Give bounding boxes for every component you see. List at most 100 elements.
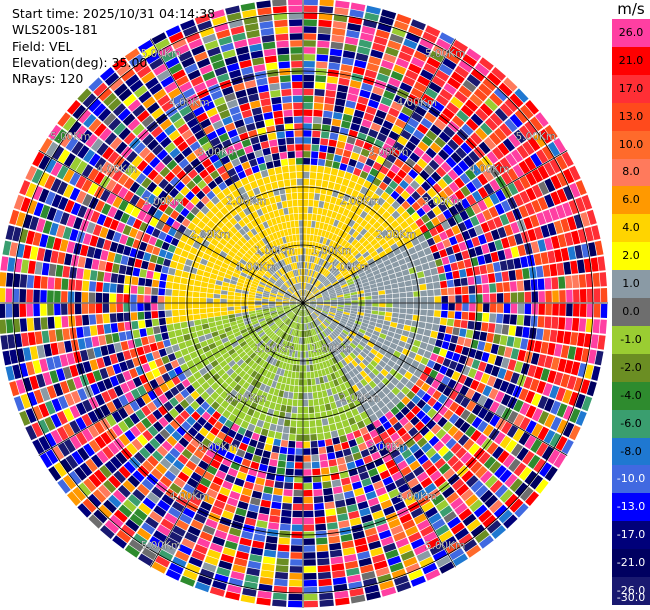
velocity-gate: [342, 448, 352, 457]
velocity-gate: [234, 292, 242, 297]
velocity-gate: [316, 544, 329, 552]
velocity-gate: [122, 480, 136, 493]
velocity-gate: [393, 248, 402, 256]
velocity-gate: [515, 326, 523, 337]
velocity-gate: [311, 278, 316, 285]
velocity-gate: [397, 169, 407, 179]
velocity-gate: [352, 367, 360, 376]
velocity-gate: [318, 446, 327, 454]
velocity-gate: [416, 197, 427, 207]
velocity-gate: [319, 0, 334, 7]
velocity-gate: [292, 307, 298, 312]
velocity-gate: [348, 402, 356, 410]
velocity-gate: [323, 297, 330, 300]
velocity-gate: [533, 253, 542, 266]
velocity-gate: [402, 330, 410, 337]
velocity-gate: [313, 328, 317, 335]
velocity-gate: [351, 328, 358, 334]
velocity-gate: [249, 439, 258, 448]
velocity-gate: [141, 417, 152, 429]
velocity-gate: [330, 168, 339, 176]
velocity-gate: [550, 400, 561, 415]
velocity-gate: [235, 507, 247, 517]
velocity-gate: [323, 269, 329, 276]
velocity-gate: [223, 258, 231, 265]
velocity-gate: [118, 504, 133, 518]
velocity-gate: [427, 408, 437, 419]
velocity-gate: [410, 180, 420, 190]
velocity-gate: [331, 279, 338, 284]
velocity-gate: [212, 476, 224, 486]
velocity-gate: [341, 419, 350, 428]
velocity-gate: [416, 158, 428, 169]
velocity-gate: [309, 300, 317, 302]
velocity-gate: [202, 70, 216, 82]
velocity-gate: [168, 465, 181, 476]
velocity-gate: [164, 124, 177, 136]
velocity-gate: [213, 303, 220, 308]
velocity-gate: [109, 353, 119, 365]
velocity-gate: [218, 132, 230, 143]
velocity-gate: [71, 141, 84, 156]
velocity-gate: [32, 439, 45, 455]
velocity-gate: [371, 265, 379, 272]
velocity-gate: [255, 309, 263, 313]
velocity-gate: [365, 303, 372, 307]
velocity-gate: [113, 253, 123, 264]
velocity-gate: [428, 512, 442, 525]
velocity-gate: [247, 384, 255, 393]
velocity-gate: [353, 167, 362, 177]
velocity-gate: [393, 421, 403, 432]
velocity-gate: [328, 275, 335, 282]
velocity-gate: [314, 228, 319, 236]
velocity-gate: [322, 361, 328, 369]
velocity-gate: [76, 326, 84, 338]
velocity-gate: [286, 272, 291, 279]
velocity-gate: [431, 379, 441, 390]
velocity-gate: [405, 185, 415, 195]
velocity-gate: [379, 298, 386, 303]
velocity-gate: [142, 233, 151, 243]
velocity-gate: [287, 271, 292, 279]
velocity-gate: [131, 320, 139, 330]
velocity-gate: [368, 208, 377, 217]
velocity-gate: [102, 146, 114, 160]
velocity-gate: [360, 32, 374, 42]
velocity-gate: [495, 189, 506, 202]
velocity-gate: [337, 84, 349, 93]
velocity-gate: [420, 296, 428, 303]
velocity-gate: [319, 324, 325, 331]
velocity-gate: [206, 465, 218, 476]
velocity-gate: [494, 465, 507, 479]
velocity-gate: [139, 222, 149, 232]
velocity-gate: [123, 303, 130, 312]
velocity-gate: [180, 321, 188, 329]
velocity-gate: [536, 442, 549, 457]
velocity-gate: [463, 258, 472, 268]
velocity-gate: [351, 384, 359, 393]
velocity-gate: [470, 68, 486, 82]
velocity-gate: [424, 164, 435, 176]
velocity-gate: [209, 586, 225, 597]
velocity-gate: [336, 275, 344, 281]
velocity-gate: [174, 350, 183, 359]
velocity-gate: [190, 123, 202, 135]
velocity-gate: [417, 519, 431, 531]
velocity-gate: [264, 346, 271, 353]
velocity-gate: [547, 370, 557, 384]
velocity-gate: [390, 164, 400, 174]
velocity-gate: [330, 303, 338, 305]
velocity-gate: [410, 538, 425, 550]
velocity-gate: [371, 145, 381, 155]
velocity-gate: [266, 379, 273, 387]
velocity-gate: [344, 233, 352, 242]
velocity-gate: [344, 295, 351, 299]
velocity-gate: [107, 251, 116, 263]
velocity-gate: [375, 29, 390, 39]
velocity-gate: [396, 276, 405, 283]
velocity-gate: [510, 303, 518, 314]
velocity-gate: [390, 243, 399, 251]
velocity-gate: [432, 100, 445, 112]
velocity-gate: [295, 448, 303, 455]
velocity-gate: [125, 74, 140, 87]
